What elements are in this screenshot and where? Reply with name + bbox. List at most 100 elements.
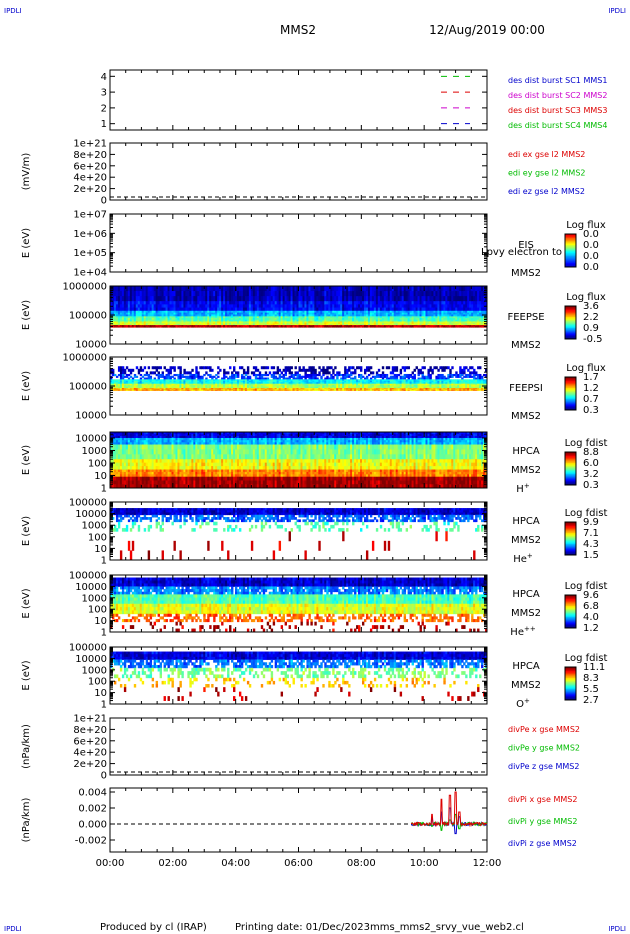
colorbar-title: Log flux xyxy=(566,292,606,303)
time-axis: 00:00 02:00 04:00 06:00 08:00 10:00 12:00 xyxy=(96,858,502,869)
colorbar-cell xyxy=(565,468,576,471)
y-tick-label: 0 xyxy=(101,196,107,207)
colorbar-tick: 1.7 xyxy=(583,372,599,383)
colorbar-cell xyxy=(565,265,576,268)
instrument-labels: FEEPSE MMS2 xyxy=(507,312,544,351)
colorbar-frame xyxy=(564,521,577,556)
colorbar-cell xyxy=(565,623,576,626)
instrument-label: FEEPSE xyxy=(507,312,544,323)
colorbar-cell xyxy=(565,318,576,321)
y-tick-label: 10 xyxy=(94,471,107,482)
colorbar-tick: 1.5 xyxy=(583,550,599,561)
time-tick-label: 04:00 xyxy=(221,858,250,869)
colorbar-cell xyxy=(565,334,576,337)
colorbar-title: Log flux xyxy=(566,363,606,374)
colorbar-cell xyxy=(565,306,576,308)
y-axis-label: (mV/m) xyxy=(21,153,32,191)
spacecraft-label: MMS2 xyxy=(511,340,541,351)
colorbar-cell xyxy=(565,683,576,686)
colorbar-title: Log fdist xyxy=(565,508,608,519)
colorbar-cell xyxy=(565,480,576,483)
y-tick-label: 6e+20 xyxy=(73,736,107,747)
colorbar-tick: 1.2 xyxy=(583,623,599,634)
panel-frame xyxy=(109,787,488,853)
y-tick-label: 10000 xyxy=(75,340,107,351)
colorbar-cell xyxy=(565,548,576,550)
colorbar-cell xyxy=(565,310,576,312)
colorbar-cell xyxy=(565,524,576,527)
colorbar-tick: 2.7 xyxy=(583,695,599,706)
colorbar-cell xyxy=(565,698,576,701)
spacecraft-label: MMS2 xyxy=(511,465,541,476)
colorbar-cell xyxy=(565,618,576,621)
y-axis-label: E (eV) xyxy=(21,660,32,690)
colorbar-cell xyxy=(565,262,576,265)
colorbar-cell xyxy=(565,693,576,695)
colorbar-title: Log fdist xyxy=(565,438,608,449)
y-tick-label: 10 xyxy=(94,688,107,699)
y-tick-label: 4e+20 xyxy=(73,173,107,184)
y-tick-label: 1e+07 xyxy=(73,210,107,221)
colorbar-cell xyxy=(565,526,576,528)
legend-entry: divPe x gse MMS2 xyxy=(508,725,580,734)
spacecraft-label: MMS2 xyxy=(511,268,541,279)
colorbar-tick: 7.1 xyxy=(583,528,599,539)
colorbar-cell xyxy=(565,601,576,604)
instrument-labels: FEEPSI MMS2 xyxy=(509,383,543,422)
colorbar-cell xyxy=(565,458,576,461)
colorbar-cell xyxy=(565,539,576,542)
colorbar-frame xyxy=(564,451,577,486)
colorbar-tick: 0.9 xyxy=(583,323,599,334)
colorbar-cell xyxy=(565,549,576,552)
colorbar-cell xyxy=(565,460,576,462)
colorbar-cell xyxy=(565,535,576,538)
colorbar-frame xyxy=(564,376,577,411)
colorbar-cell xyxy=(565,672,576,675)
colorbar-cell xyxy=(565,469,576,472)
time-tick-label: 02:00 xyxy=(158,858,187,869)
y-tick-label: 10 xyxy=(94,544,107,555)
colorbar-title: Log flux xyxy=(566,220,606,231)
colorbar-tick: 2.2 xyxy=(583,312,599,323)
colorbar-cell xyxy=(565,545,576,548)
y-tick-label: 1 xyxy=(101,119,107,130)
colorbar-cell xyxy=(565,684,576,687)
colorbar-cell xyxy=(565,544,576,546)
y-tick-label: 1000 xyxy=(82,665,107,676)
colorbar-cell xyxy=(565,596,576,599)
legend: edi ex gse l2 MMS2 edi ey gse l2 MMS2 edi … xyxy=(508,150,586,196)
colorbar-cell xyxy=(565,537,576,539)
y-tick-label: 1 xyxy=(101,556,107,567)
colorbar-cell xyxy=(565,403,576,405)
y-tick-label: 1000 xyxy=(82,521,107,532)
colorbar-cell xyxy=(565,483,576,486)
colorbar-tick: 0.3 xyxy=(583,405,599,416)
colorbar-cell xyxy=(565,246,576,249)
y-tick-label: 6e+20 xyxy=(73,161,107,172)
y-tick-label: 100000 xyxy=(69,382,107,393)
y-tick-label: 10000 xyxy=(75,654,107,665)
y-tick-label: 1e+05 xyxy=(73,248,107,259)
colorbar-cell xyxy=(565,695,576,698)
colorbar-cell xyxy=(565,236,576,239)
panel-frame xyxy=(109,213,488,273)
colorbar-cell xyxy=(565,604,576,607)
colorbar-cell xyxy=(565,332,576,334)
y-tick-label: 1000 xyxy=(82,593,107,604)
legend-entry: divPi z gse MMS2 xyxy=(508,839,577,848)
colorbar-cell xyxy=(565,322,576,325)
plot-datetime: 12/Aug/2019 00:00 xyxy=(429,23,545,37)
colorbar-tick: 8.8 xyxy=(583,447,599,458)
colorbar-cell xyxy=(565,337,576,340)
y-tick-label: 100000 xyxy=(69,643,107,654)
panel-divpi: -0.002 0.000 0.002 0.004 (nPa/km) divPi x gse… xyxy=(21,787,577,853)
species-label: H+ xyxy=(516,482,530,495)
